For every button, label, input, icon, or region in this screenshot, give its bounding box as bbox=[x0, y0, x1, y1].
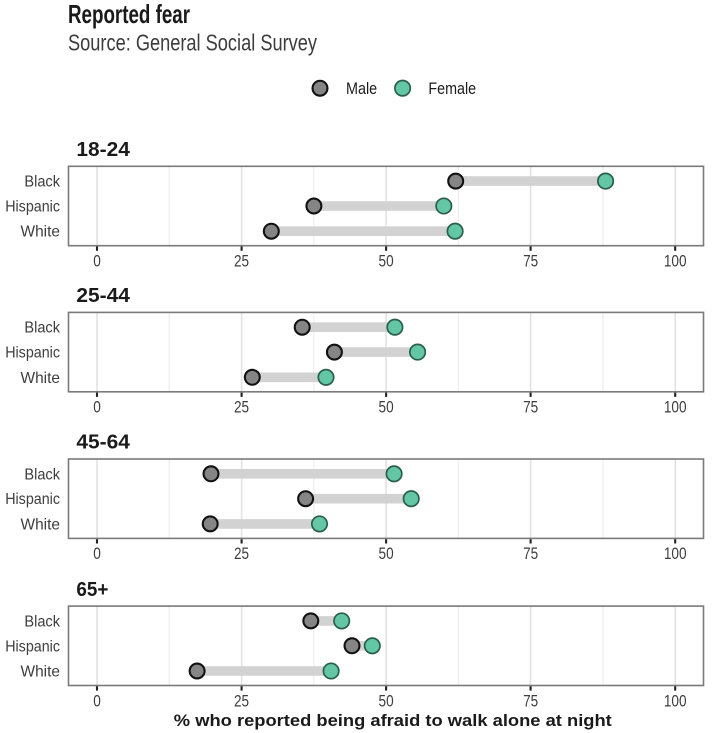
svg-text:75: 75 bbox=[523, 545, 538, 563]
svg-text:White: White bbox=[21, 664, 61, 681]
svg-text:100: 100 bbox=[664, 692, 687, 710]
svg-text:White: White bbox=[21, 224, 61, 241]
svg-text:Black: Black bbox=[24, 613, 60, 630]
svg-text:25: 25 bbox=[234, 253, 249, 271]
svg-text:Source: General Social Survey: Source: General Social Survey bbox=[68, 29, 317, 55]
svg-text:100: 100 bbox=[664, 545, 687, 563]
svg-text:50: 50 bbox=[379, 253, 394, 271]
svg-text:% who reported being afraid to: % who reported being afraid to walk alon… bbox=[174, 711, 612, 730]
svg-text:Black: Black bbox=[24, 466, 60, 483]
svg-text:0: 0 bbox=[93, 253, 101, 271]
svg-text:50: 50 bbox=[379, 692, 394, 710]
svg-text:Reported fear: Reported fear bbox=[68, 1, 190, 29]
svg-text:25: 25 bbox=[234, 399, 249, 417]
svg-text:Hispanic: Hispanic bbox=[5, 199, 60, 216]
svg-text:Hispanic: Hispanic bbox=[5, 491, 60, 508]
svg-text:White: White bbox=[21, 370, 61, 387]
svg-text:45-64: 45-64 bbox=[76, 432, 130, 454]
svg-text:75: 75 bbox=[523, 692, 538, 710]
svg-text:Hispanic: Hispanic bbox=[5, 638, 60, 655]
svg-text:Female: Female bbox=[428, 79, 476, 98]
svg-text:18-24: 18-24 bbox=[76, 139, 130, 161]
svg-text:0: 0 bbox=[93, 545, 101, 563]
svg-text:White: White bbox=[21, 516, 61, 533]
svg-text:25-44: 25-44 bbox=[76, 285, 130, 307]
svg-text:25: 25 bbox=[234, 545, 249, 563]
svg-text:0: 0 bbox=[93, 399, 101, 417]
svg-text:75: 75 bbox=[523, 253, 538, 271]
svg-text:50: 50 bbox=[379, 545, 394, 563]
svg-text:Male: Male bbox=[346, 79, 377, 98]
svg-text:50: 50 bbox=[379, 399, 394, 417]
svg-text:100: 100 bbox=[664, 253, 687, 271]
svg-text:Black: Black bbox=[24, 174, 60, 191]
svg-text:0: 0 bbox=[93, 692, 101, 710]
svg-text:Hispanic: Hispanic bbox=[5, 345, 60, 362]
svg-text:25: 25 bbox=[234, 692, 249, 710]
svg-text:75: 75 bbox=[523, 399, 538, 417]
svg-text:65+: 65+ bbox=[76, 579, 108, 601]
svg-text:Black: Black bbox=[24, 320, 60, 337]
svg-text:100: 100 bbox=[664, 399, 687, 417]
